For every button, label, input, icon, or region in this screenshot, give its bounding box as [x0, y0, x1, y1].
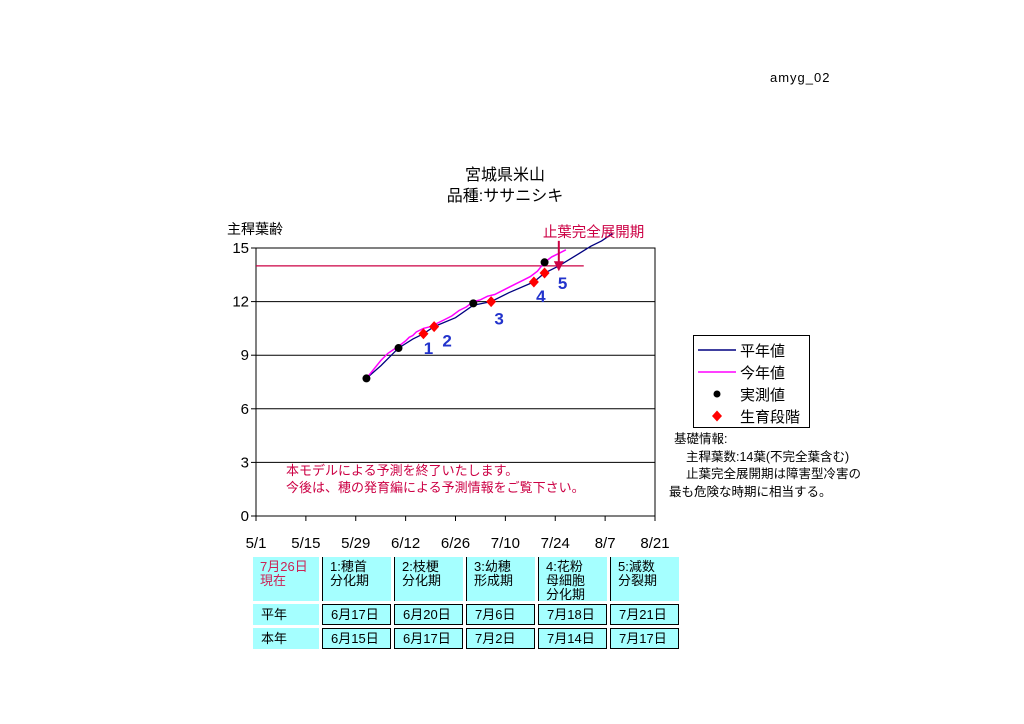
- growth-stage-table: 7月26日 現在 1:穂首 分化期 2:枝梗 分化期 3:幼穂 形成期 4:花粉…: [253, 557, 679, 649]
- this-year-date-4: 7月14日: [538, 628, 607, 649]
- x-tick-label: 8/21: [640, 535, 669, 552]
- notes-heading: 基礎情報:: [674, 432, 728, 446]
- chart-title-location: 宮城県米山: [464, 167, 545, 184]
- x-tick-label: 7/10: [491, 535, 520, 552]
- stage-header-4: 4:花粉 母細胞 分化期: [538, 557, 607, 602]
- measured-dot-icon: [694, 388, 740, 400]
- measured-point: [394, 344, 403, 353]
- stage-header-5: 5:減数 分裂期: [610, 557, 679, 601]
- growth-stage-diamond-5: [539, 267, 550, 279]
- measured-point: [469, 299, 478, 308]
- notes-warning-line2: 最も危険な時期に相当する。: [669, 484, 832, 499]
- stage-header-2: 2:枝梗 分化期: [394, 557, 463, 601]
- y-axis-label: 主稈葉齢: [227, 221, 283, 237]
- x-tick-label: 5/29: [341, 535, 370, 552]
- this-year-date-3: 7月2日: [466, 628, 535, 649]
- legend-label-normal: 平年値: [740, 342, 786, 360]
- this-year-date-2: 6月17日: [394, 628, 463, 649]
- y-tick-label: 6: [241, 401, 249, 418]
- normal-line-icon: [694, 345, 740, 355]
- y-tick-label: 0: [241, 508, 249, 525]
- x-tick-label: 7/24: [541, 535, 570, 552]
- stage-number-label-2: 2: [442, 332, 451, 351]
- legend-label-this-year: 今年値: [740, 364, 786, 382]
- down-arrow-icon: [553, 261, 564, 272]
- y-tick-label: 12: [232, 294, 249, 311]
- y-tick-label: 15: [232, 240, 249, 257]
- this-year-date-5: 7月17日: [610, 628, 679, 649]
- growth-stage-diamond-2: [429, 321, 440, 333]
- table-row-this-year: 本年 6月15日 6月17日 7月2日 7月14日 7月17日: [253, 628, 679, 649]
- notes-leaf-count: 主稈葉数:14葉(不完全葉含む): [686, 449, 850, 464]
- legend-label-measured: 実測値: [740, 386, 786, 404]
- legend-item-measured: 実測値: [694, 383, 809, 405]
- notes-warning-line1: 止葉完全展開期は障害型冷害の: [686, 467, 862, 481]
- this-year-date-1: 6月15日: [322, 628, 391, 649]
- forecast-end-notice: 本モデルによる予測を終了いたします。 今後は、穂の発育編による予測情報をご覧下さ…: [286, 462, 585, 496]
- normal-date-3: 7月6日: [466, 604, 535, 625]
- x-tick-label: 5/15: [291, 535, 320, 552]
- this-year-line: [365, 249, 567, 379]
- legend-box: 平年値 今年値 実測値 生育段階: [693, 335, 810, 428]
- chart-title-variety: 品種:ササニシキ: [446, 188, 564, 205]
- x-tick-label: 5/1: [246, 535, 267, 552]
- x-tick-label: 6/12: [391, 535, 420, 552]
- x-tick-label: 6/26: [441, 535, 470, 552]
- legend-item-growth-stage: 生育段階: [694, 405, 809, 427]
- normal-date-5: 7月21日: [610, 604, 679, 625]
- growth-stage-diamond-1: [418, 328, 429, 340]
- measured-point: [540, 258, 549, 267]
- normal-date-4: 7月18日: [538, 604, 607, 625]
- basic-info-notes: 基礎情報: 主稈葉数:14葉(不完全葉含む) 止葉完全展開期は障害型冷害の 最も…: [669, 431, 899, 501]
- x-tick-label: 8/7: [595, 535, 616, 552]
- current-date-cell: 7月26日 現在: [253, 557, 319, 601]
- stage-number-label-5: 5: [558, 274, 567, 293]
- this-year-line-icon: [694, 367, 740, 377]
- legend-label-growth-stage: 生育段階: [740, 408, 801, 426]
- stage-header-1: 1:穂首 分化期: [322, 557, 391, 601]
- legend-item-normal: 平年値: [694, 339, 809, 361]
- plot-frame: [255, 247, 656, 517]
- y-tick-label: 9: [241, 347, 249, 364]
- stage-number-label-4: 4: [536, 287, 546, 306]
- growth-stage-diamond-4: [528, 276, 539, 288]
- flag-leaf-annotation-text: 止葉完全展開期: [543, 223, 645, 241]
- legend-item-this-year: 今年値: [694, 361, 809, 383]
- stage-number-label-1: 1: [424, 339, 433, 358]
- row-label-normal-year: 平年: [253, 604, 319, 625]
- page-code-label: amyg_02: [770, 70, 831, 85]
- row-label-this-year: 本年: [253, 628, 319, 649]
- forecast-end-notice-line1: 本モデルによる予測を終了いたします。: [286, 463, 519, 478]
- chart-title: 宮城県米山 品種:ササニシキ: [345, 165, 665, 207]
- normal-date-1: 6月17日: [322, 604, 391, 625]
- growth-stage-diamond-icon: [694, 409, 740, 423]
- normal-year-line: [365, 233, 613, 379]
- normal-date-2: 6月20日: [394, 604, 463, 625]
- table-header-row: 7月26日 現在 1:穂首 分化期 2:枝梗 分化期 3:幼穂 形成期 4:花粉…: [253, 557, 679, 602]
- growth-stage-diamond-3: [486, 296, 497, 308]
- forecast-end-notice-line2: 今後は、穂の発育編による予測情報をご覧下さい。: [286, 480, 585, 495]
- y-tick-label: 3: [241, 454, 249, 471]
- table-row-normal-year: 平年 6月17日 6月20日 7月6日 7月18日 7月21日: [253, 604, 679, 625]
- measured-point: [362, 374, 371, 383]
- stage-header-3: 3:幼穂 形成期: [466, 557, 535, 601]
- stage-number-label-3: 3: [494, 310, 503, 329]
